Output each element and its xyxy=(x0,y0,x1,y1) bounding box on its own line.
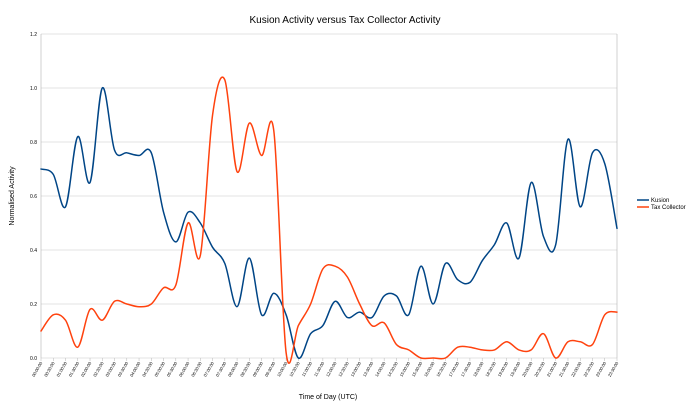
y-axis-title: Normalised Activity xyxy=(9,166,16,226)
x-tick-label: 14:00:00 xyxy=(374,360,387,377)
x-tick-label: 07:00:00 xyxy=(202,360,215,377)
y-axis-ticks: 0.0 0.2 0.4 0.6 0.8 1.0 1.2 xyxy=(30,32,37,362)
x-tick-label: 04:30:00 xyxy=(141,360,154,377)
x-tick-label: 16:30:00 xyxy=(435,360,448,377)
x-tick-label: 21:30:00 xyxy=(558,360,571,377)
x-tick-label: 03:00:00 xyxy=(104,360,117,377)
x-tick-label: 17:30:00 xyxy=(460,360,473,377)
legend-label-kusion: Kusion xyxy=(651,198,669,204)
x-tick-label: 16:00:00 xyxy=(423,360,436,377)
x-tick-label: 01:30:00 xyxy=(68,360,81,377)
x-tick-label: 10:00:00 xyxy=(276,360,289,377)
y-tick-label: 0.2 xyxy=(30,302,37,308)
y-tick-label: 0.8 xyxy=(30,140,37,146)
x-tick-label: 23:30:00 xyxy=(607,360,620,377)
x-tick-label: 06:30:00 xyxy=(190,360,203,377)
x-tick-label: 05:00:00 xyxy=(153,360,166,377)
x-tick-label: 11:30:00 xyxy=(313,360,326,377)
x-tick-label: 15:00:00 xyxy=(399,360,412,377)
x-tick-label: 13:30:00 xyxy=(362,360,375,377)
x-tick-label: 22:30:00 xyxy=(582,360,595,377)
x-tick-label: 12:00:00 xyxy=(325,360,338,377)
x-tick-label: 07:30:00 xyxy=(215,360,228,377)
x-tick-label: 11:00:00 xyxy=(301,360,314,377)
x-tick-label: 03:30:00 xyxy=(117,360,130,377)
x-tick-label: 15:30:00 xyxy=(411,360,424,377)
series-line-kusion xyxy=(40,87,618,359)
x-tick-label: 06:00:00 xyxy=(178,360,191,377)
x-tick-label: 19:00:00 xyxy=(497,360,510,377)
legend-label-tax-collector: Tax Collector xyxy=(651,205,686,211)
x-tick-label: 13:00:00 xyxy=(350,360,363,377)
x-tick-label: 18:00:00 xyxy=(472,360,485,377)
x-tick-label: 21:00:00 xyxy=(546,360,559,377)
y-tick-label: 0.0 xyxy=(30,356,37,362)
x-tick-label: 00:00:00 xyxy=(31,360,44,377)
x-axis-title: Time of Day (UTC) xyxy=(299,394,357,401)
x-tick-label: 19:30:00 xyxy=(509,360,522,377)
x-tick-label: 20:00:00 xyxy=(521,360,534,377)
gridlines xyxy=(40,33,618,359)
chart-title: Kusion Activity versus Tax Collector Act… xyxy=(250,15,441,26)
x-tick-label: 05:30:00 xyxy=(166,360,179,377)
x-tick-label: 09:30:00 xyxy=(264,360,277,377)
x-tick-label: 23:00:00 xyxy=(595,360,608,377)
x-tick-label: 00:30:00 xyxy=(43,360,56,377)
x-tick-label: 20:30:00 xyxy=(533,360,546,377)
x-tick-label: 09:00:00 xyxy=(251,360,264,377)
x-tick-label: 01:00:00 xyxy=(55,360,68,377)
x-tick-label: 17:00:00 xyxy=(448,360,461,377)
x-tick-label: 22:00:00 xyxy=(570,360,583,377)
x-tick-label: 08:00:00 xyxy=(227,360,240,377)
x-tick-label: 14:30:00 xyxy=(386,360,399,377)
x-tick-label: 02:00:00 xyxy=(80,360,93,377)
x-tick-label: 02:30:00 xyxy=(92,360,105,377)
x-tick-label: 08:30:00 xyxy=(239,360,252,377)
y-tick-label: 0.6 xyxy=(30,194,37,200)
x-tick-label: 18:30:00 xyxy=(484,360,497,377)
y-tick-label: 1.0 xyxy=(30,86,37,92)
series-lines xyxy=(40,76,618,364)
x-tick-label: 12:30:00 xyxy=(337,360,350,377)
x-axis-ticks: 00:00:00 00:30:00 01:00:00 01:30:00 02:00:00… xyxy=(31,358,620,378)
y-tick-label: 1.2 xyxy=(30,32,37,38)
y-tick-label: 0.4 xyxy=(30,248,37,254)
x-tick-label: 04:00:00 xyxy=(129,360,142,377)
series-line-tax-collector xyxy=(40,76,618,364)
